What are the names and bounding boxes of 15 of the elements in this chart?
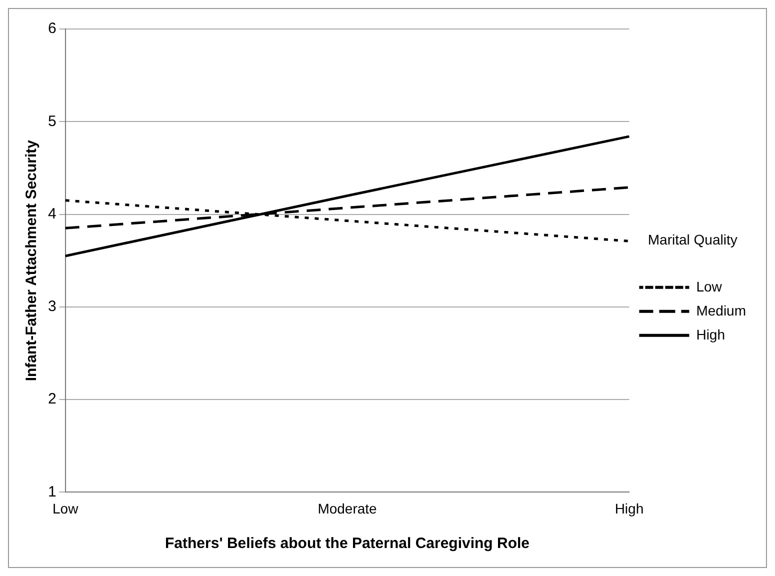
y-tick-label: 1 [48,483,56,500]
y-tick-label: 2 [48,390,56,408]
legend-label: Medium [696,302,746,318]
legend-label: High [696,326,726,342]
legend-label: Low [696,278,723,294]
x-tick-label: High [614,500,644,516]
x-tick-label: Moderate [318,500,378,516]
y-tick-label: 6 [48,20,56,38]
y-tick-label: 4 [48,205,56,222]
y-axis-title: Infant-Father Attachment Security [23,139,40,382]
y-tick-label: 3 [48,298,56,316]
x-tick-label: Low [52,500,80,516]
y-tick-label: 5 [48,112,56,130]
x-axis-title: Fathers' Beliefs about the Paternal Caregiving Role [165,535,530,552]
legend-title: Marital Quality [648,231,738,248]
